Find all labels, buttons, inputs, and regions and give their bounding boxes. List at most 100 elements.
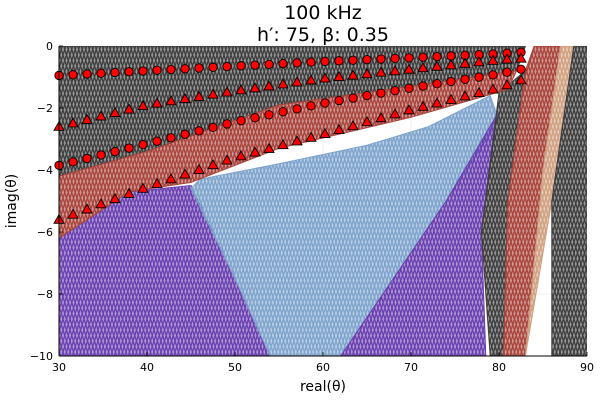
series-0-point: [404, 53, 414, 63]
series-2-point: [376, 88, 386, 98]
series-3-point: [277, 139, 289, 150]
series-2-point: [306, 101, 316, 111]
series-2-point: [138, 139, 148, 150]
series-1-point: [95, 110, 107, 121]
series-1-point: [347, 69, 359, 80]
series-2-point: [474, 72, 484, 82]
series-1-point: [81, 113, 93, 124]
series-1-point: [165, 95, 177, 106]
x-axis-label: real(θ): [300, 379, 346, 395]
series-0-point: [124, 67, 134, 77]
series-0-point: [432, 51, 442, 62]
series-3-point: [515, 74, 527, 85]
series-markers: [53, 47, 527, 224]
series-2-point: [96, 150, 106, 160]
series-1-point: [249, 82, 261, 93]
series-2-point: [124, 143, 134, 153]
series-3-point: [431, 97, 443, 108]
series-1-point: [431, 60, 443, 71]
series-3-point: [333, 123, 345, 135]
x-tick-label: 50: [228, 361, 242, 374]
series-2-point: [446, 76, 456, 87]
series-1-point: [361, 67, 373, 79]
series-0-point: [152, 65, 162, 75]
series-3-point: [375, 112, 387, 123]
chart-title: 100 kHz: [284, 2, 362, 24]
series-0-point: [320, 56, 330, 67]
series-3-point: [81, 203, 93, 214]
series-3-point: [263, 142, 275, 153]
series-0-point: [306, 57, 316, 67]
series-0-point: [376, 54, 386, 64]
series-0-point: [418, 52, 428, 62]
series-2-point: [502, 67, 512, 77]
series-3-point: [151, 177, 163, 188]
series-2-point: [292, 104, 302, 114]
series-3-point: [305, 131, 317, 142]
series-1-point: [417, 62, 429, 73]
series-1-point: [333, 70, 345, 82]
series-1-point: [137, 99, 149, 111]
series-0-point: [292, 58, 302, 68]
series-0-point: [278, 58, 288, 69]
series-3-point: [403, 104, 415, 115]
series-3-point: [459, 90, 471, 101]
series-1-point: [501, 53, 513, 64]
region-purple: [59, 184, 271, 356]
series-1-point: [515, 52, 527, 63]
series-1-point: [319, 72, 331, 83]
series-1-point: [221, 86, 233, 97]
series-2-point: [194, 126, 204, 136]
series-0-point: [446, 51, 456, 61]
series-0-point: [334, 56, 344, 66]
series-1-point: [109, 106, 121, 117]
series-2-point: [516, 64, 526, 74]
series-0-point: [166, 64, 176, 75]
series-0-point: [68, 70, 78, 80]
series-2-point: [418, 81, 428, 91]
x-tick-label: 60: [316, 361, 330, 374]
series-3-point: [95, 198, 107, 209]
series-0-point: [138, 66, 148, 76]
y-tick-label: −4: [37, 164, 53, 177]
x-tick-label: 80: [492, 361, 506, 374]
series-2-point: [236, 116, 246, 126]
series-2-point: [222, 119, 232, 129]
series-2-point: [390, 86, 400, 96]
chart-subtitle: h′: 75, β: 0.35: [257, 24, 389, 46]
series-1-point: [151, 97, 163, 108]
series-0-point: [110, 67, 120, 78]
series-3-point: [67, 208, 79, 219]
series-2-point: [264, 110, 274, 120]
series-3-point: [445, 93, 457, 104]
series-1-point: [207, 88, 219, 99]
series-1-point: [473, 56, 485, 67]
series-3-point: [165, 173, 177, 184]
series-2-point: [82, 153, 92, 164]
series-0-point: [362, 54, 372, 65]
y-tick-label: −10: [30, 350, 53, 363]
series-2-point: [362, 90, 372, 101]
series-1-point: [179, 92, 191, 104]
tick-labels: 30 40 50 60 70 80 90 0 −2 −4 −6 −8 −10: [30, 40, 594, 374]
series-0-point: [250, 60, 260, 70]
x-tick-label: 70: [404, 361, 418, 374]
series-1-point: [459, 57, 471, 68]
x-tick-label: 40: [140, 361, 154, 374]
series-1-point: [277, 78, 289, 89]
series-1-point: [445, 59, 457, 70]
series-1-point: [193, 90, 205, 101]
series-1-point: [389, 65, 401, 76]
series-2-point: [320, 98, 330, 108]
series-3-point: [249, 146, 261, 157]
series-1-point: [403, 63, 415, 74]
series-3-point: [235, 150, 247, 161]
series-1-point: [67, 117, 79, 128]
series-2-point: [68, 157, 78, 167]
series-3-point: [417, 100, 429, 111]
series-2-point: [404, 83, 414, 93]
series-1-point: [263, 80, 275, 91]
series-3-point: [501, 79, 513, 90]
